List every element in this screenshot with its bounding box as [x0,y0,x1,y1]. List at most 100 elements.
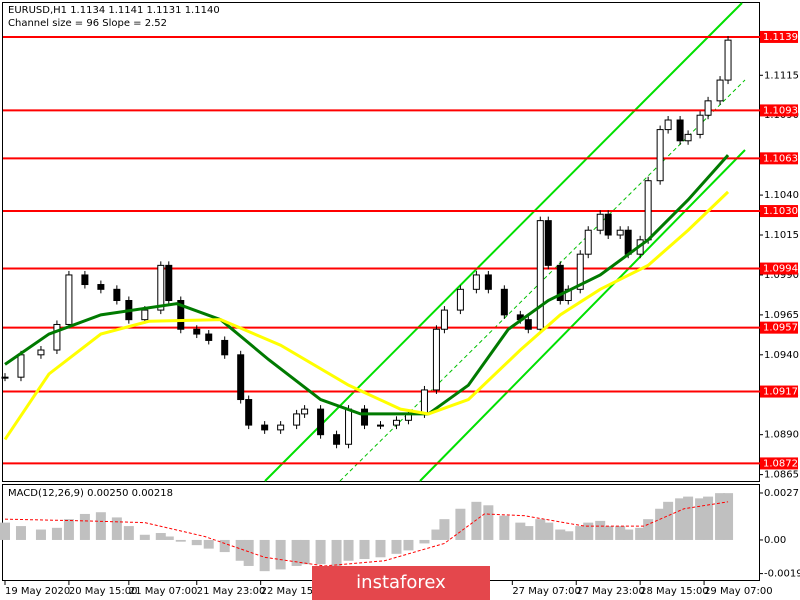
histogram-bar [615,526,626,540]
histogram-bar [635,527,646,540]
candle [237,354,245,401]
x-tick-label: 27 May 07:00 [512,586,581,597]
histogram-bar [275,539,286,570]
histogram-bar [419,539,430,544]
candle [676,119,684,142]
candle [536,220,544,330]
candle [277,424,285,431]
x-tick-label: 28 May 15:00 [640,586,709,597]
histogram-bar [583,522,594,540]
x-tick-label: 22 May 15:00 [261,586,330,597]
histogram-bar [715,493,726,540]
candle [704,100,712,116]
histogram-bar [543,522,554,540]
level-label: 1.1093 [763,105,798,116]
candle [440,309,448,330]
histogram-bar [483,505,494,540]
candle [53,323,61,351]
histogram-bar [515,522,526,540]
x-tick-label: 19 May 2020 [5,586,70,597]
candle [301,408,309,415]
level-label-box [760,152,798,165]
level-label-box [760,321,798,334]
candle [456,288,464,311]
candle [524,319,532,330]
histogram-bar [95,512,106,540]
y-tick-label: 0.00271 [764,488,800,499]
candle [177,300,185,330]
candle [664,119,672,131]
histogram-bar [175,539,186,542]
histogram-bar [155,533,166,540]
histogram-bar [523,526,534,540]
histogram-bar [499,515,510,540]
histogram-bar [331,539,342,568]
candle [644,180,652,241]
channel-lower [419,149,746,482]
watermark-box [312,566,490,600]
y-tick-label: 0.00 [764,535,786,546]
candle [696,114,704,135]
y-tick-label: 1.1040 [764,190,799,201]
y-tick-label: 1.1115 [764,70,799,81]
level-label-box [760,457,798,470]
candle [17,354,25,378]
chart-subtitle: Channel size = 96 Slope = 2.52 [8,18,167,29]
candle [500,288,508,316]
candle [293,413,301,426]
candle [317,408,325,436]
histogram-bar [375,539,386,558]
y-tick-label: 1.0940 [764,350,799,361]
channel-upper [264,2,743,482]
candle [97,284,105,290]
x-tick-label: 21 May 07:00 [129,586,198,597]
level-label: 1.0994 [763,264,798,275]
histogram-bar [431,529,442,540]
x-tick-label: 21 May 23:00 [197,586,266,597]
y-tick-label: -0.00194 [764,569,800,580]
histogram-bar [0,522,10,540]
histogram-bar [35,529,46,540]
candle [596,213,604,231]
histogram-bar [315,539,326,565]
histogram-bar [79,513,90,540]
histogram-bar [563,531,574,540]
candle [65,274,73,325]
price-panel [2,2,760,482]
candle [141,309,149,321]
watermark: instaforex [356,572,446,593]
histogram-bar [575,526,586,540]
histogram-bar [391,539,402,554]
histogram-bar [623,529,634,540]
y-tick-label: 1.0990 [764,270,799,281]
candle [472,274,480,290]
candle [484,274,492,290]
candle [361,408,369,426]
x-tick-label: 29 May 07:00 [704,586,773,597]
candle [193,328,201,335]
candle [624,229,632,255]
histogram-bar [63,519,74,540]
candle [345,408,353,445]
histogram-bar [235,539,246,561]
candle [656,129,664,182]
histogram-bar [191,539,202,546]
candle [576,253,584,290]
chart-title: EURUSD,H1 1.1134 1.1141 1.1131 1.1140 [8,5,220,16]
histogram-bar [683,496,694,540]
level-label-box [760,262,798,275]
candle [113,288,121,302]
level-label: 1.0872 [763,458,798,469]
candle [261,424,269,431]
candle [716,79,724,102]
x-tick-label: 27 May 23:00 [576,586,645,597]
histogram-bar [703,496,714,540]
histogram-bar [299,539,310,565]
candle [221,339,229,356]
candle [377,424,385,427]
histogram-bar [219,539,230,553]
candle [245,399,253,426]
histogram-bar [163,536,174,540]
